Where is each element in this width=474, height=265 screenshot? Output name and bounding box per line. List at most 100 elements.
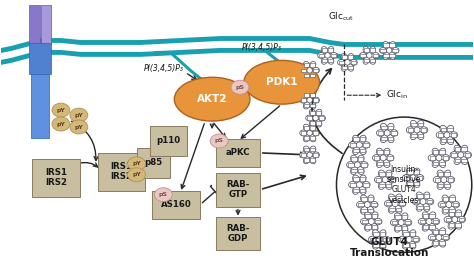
Ellipse shape xyxy=(312,67,319,73)
Ellipse shape xyxy=(378,182,385,189)
FancyBboxPatch shape xyxy=(361,163,367,167)
Ellipse shape xyxy=(376,148,383,156)
FancyBboxPatch shape xyxy=(388,137,393,140)
Ellipse shape xyxy=(347,64,354,71)
Ellipse shape xyxy=(402,230,410,238)
Ellipse shape xyxy=(386,48,392,53)
FancyBboxPatch shape xyxy=(358,169,364,172)
FancyBboxPatch shape xyxy=(368,209,374,212)
Text: pY: pY xyxy=(56,122,65,127)
Ellipse shape xyxy=(365,223,372,231)
FancyBboxPatch shape xyxy=(41,5,52,44)
Ellipse shape xyxy=(418,218,427,225)
Ellipse shape xyxy=(353,187,360,195)
Ellipse shape xyxy=(303,102,310,109)
Ellipse shape xyxy=(417,132,424,140)
Text: pY: pY xyxy=(74,113,83,118)
FancyBboxPatch shape xyxy=(427,200,432,204)
Ellipse shape xyxy=(414,127,420,133)
Ellipse shape xyxy=(306,115,313,121)
Ellipse shape xyxy=(444,216,453,223)
FancyBboxPatch shape xyxy=(410,232,415,236)
FancyBboxPatch shape xyxy=(390,43,395,47)
Ellipse shape xyxy=(413,179,420,187)
FancyBboxPatch shape xyxy=(389,178,394,182)
FancyBboxPatch shape xyxy=(407,182,412,185)
Ellipse shape xyxy=(376,130,385,136)
FancyBboxPatch shape xyxy=(310,93,315,97)
FancyBboxPatch shape xyxy=(403,243,409,247)
Ellipse shape xyxy=(451,201,460,208)
Ellipse shape xyxy=(463,152,472,158)
Ellipse shape xyxy=(307,130,312,136)
Ellipse shape xyxy=(454,145,461,153)
Ellipse shape xyxy=(420,199,426,205)
FancyBboxPatch shape xyxy=(379,184,385,187)
Ellipse shape xyxy=(388,176,396,183)
Ellipse shape xyxy=(373,241,380,249)
Ellipse shape xyxy=(379,230,386,238)
Text: AS160: AS160 xyxy=(161,200,191,209)
FancyBboxPatch shape xyxy=(438,184,443,187)
FancyBboxPatch shape xyxy=(313,153,319,157)
Ellipse shape xyxy=(351,155,357,163)
Ellipse shape xyxy=(328,47,334,54)
FancyBboxPatch shape xyxy=(358,157,364,161)
Ellipse shape xyxy=(450,152,458,158)
FancyBboxPatch shape xyxy=(372,214,377,218)
FancyBboxPatch shape xyxy=(441,139,447,143)
Ellipse shape xyxy=(52,117,70,131)
Ellipse shape xyxy=(379,241,386,249)
Ellipse shape xyxy=(401,213,408,221)
FancyBboxPatch shape xyxy=(310,148,315,152)
Ellipse shape xyxy=(398,200,406,207)
Ellipse shape xyxy=(346,162,355,168)
Text: IRS1
IRS2: IRS1 IRS2 xyxy=(110,162,133,181)
Ellipse shape xyxy=(406,127,415,133)
FancyBboxPatch shape xyxy=(417,206,422,209)
Text: RAB-
GDP: RAB- GDP xyxy=(226,224,250,243)
Ellipse shape xyxy=(366,53,372,58)
Text: pY: pY xyxy=(74,125,83,130)
Ellipse shape xyxy=(337,117,472,252)
FancyBboxPatch shape xyxy=(360,177,365,181)
FancyBboxPatch shape xyxy=(360,189,365,192)
FancyBboxPatch shape xyxy=(411,134,417,138)
FancyBboxPatch shape xyxy=(447,178,453,182)
Ellipse shape xyxy=(439,148,446,156)
FancyBboxPatch shape xyxy=(353,177,359,181)
Ellipse shape xyxy=(439,239,446,247)
FancyBboxPatch shape xyxy=(421,128,427,132)
Ellipse shape xyxy=(368,236,377,243)
Ellipse shape xyxy=(303,135,310,142)
Ellipse shape xyxy=(437,182,444,189)
FancyBboxPatch shape xyxy=(433,151,438,154)
Ellipse shape xyxy=(423,192,430,200)
FancyBboxPatch shape xyxy=(449,197,455,201)
Ellipse shape xyxy=(300,67,308,73)
FancyBboxPatch shape xyxy=(304,93,310,97)
Ellipse shape xyxy=(361,206,367,214)
FancyBboxPatch shape xyxy=(360,149,365,152)
FancyBboxPatch shape xyxy=(386,172,392,176)
FancyBboxPatch shape xyxy=(408,128,413,132)
Ellipse shape xyxy=(310,61,316,69)
Ellipse shape xyxy=(318,115,326,121)
Ellipse shape xyxy=(348,182,357,188)
Ellipse shape xyxy=(437,170,444,178)
Ellipse shape xyxy=(373,230,380,238)
Ellipse shape xyxy=(360,162,368,168)
FancyBboxPatch shape xyxy=(316,121,321,125)
FancyBboxPatch shape xyxy=(31,73,49,139)
Ellipse shape xyxy=(441,234,450,241)
FancyBboxPatch shape xyxy=(384,151,389,154)
Ellipse shape xyxy=(388,205,395,213)
Ellipse shape xyxy=(410,175,416,181)
Ellipse shape xyxy=(307,68,312,73)
FancyBboxPatch shape xyxy=(389,196,395,200)
Ellipse shape xyxy=(447,137,454,145)
FancyBboxPatch shape xyxy=(381,49,386,52)
Ellipse shape xyxy=(442,206,449,214)
Ellipse shape xyxy=(447,125,454,133)
FancyBboxPatch shape xyxy=(400,238,405,241)
